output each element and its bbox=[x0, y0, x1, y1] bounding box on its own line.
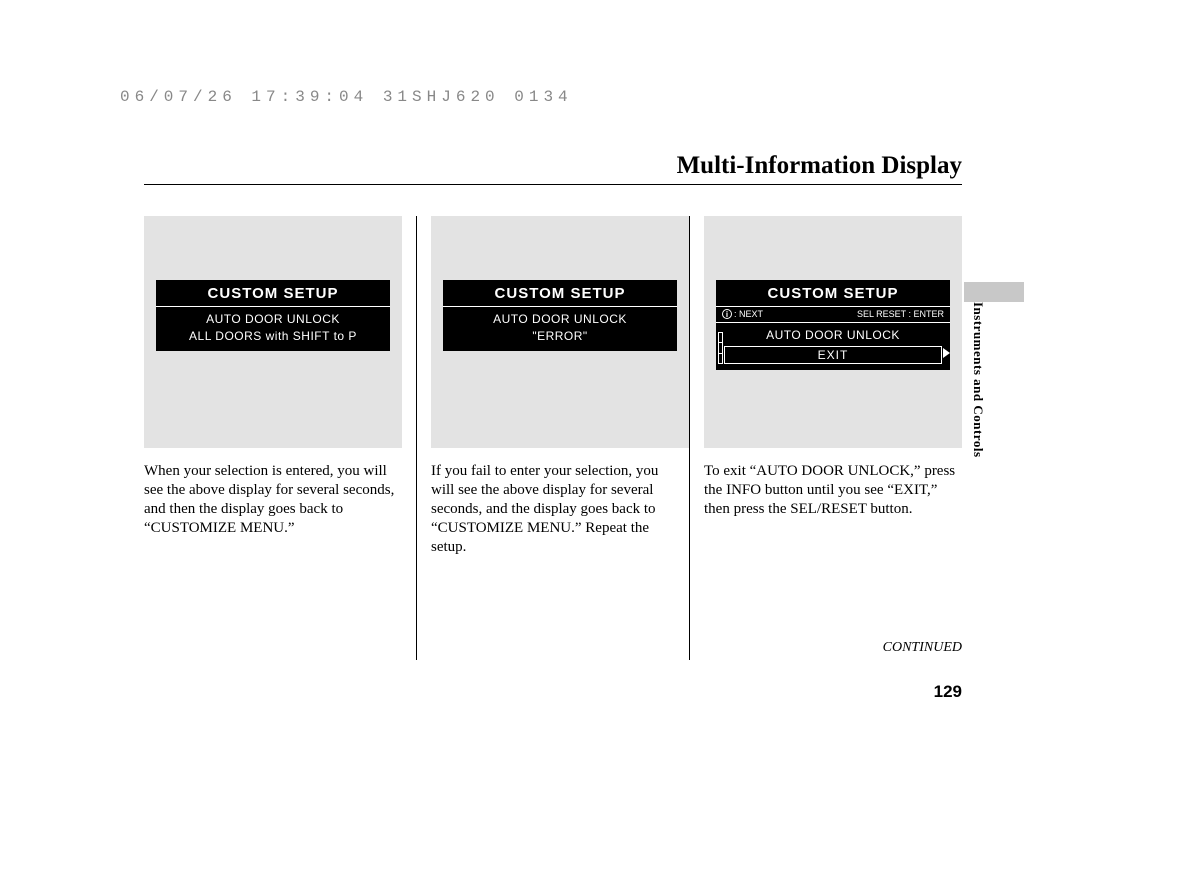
lcd-hint-right: SEL RESET : ENTER bbox=[857, 309, 944, 319]
content-columns: CUSTOM SETUP AUTO DOOR UNLOCK ALL DOORS … bbox=[144, 216, 962, 660]
display-panel-3: CUSTOM SETUP i: NEXT SEL RESET : ENTER A… bbox=[704, 216, 962, 448]
column-2: CUSTOM SETUP AUTO DOOR UNLOCK "ERROR" If… bbox=[417, 216, 689, 660]
caption-3: To exit “AUTO DOOR UNLOCK,” press the IN… bbox=[704, 462, 962, 519]
lcd-exit-option: EXIT bbox=[724, 346, 942, 364]
lcd-line: AUTO DOOR UNLOCK bbox=[156, 311, 390, 328]
header-timestamp: 06/07/26 17:39:04 31SHJ620 0134 bbox=[120, 88, 573, 106]
lcd-screen-2: CUSTOM SETUP AUTO DOOR UNLOCK "ERROR" bbox=[443, 280, 677, 351]
page-number: 129 bbox=[934, 682, 962, 702]
info-icon: i bbox=[722, 309, 732, 319]
section-label: Instruments and Controls bbox=[970, 302, 986, 458]
lcd-line: AUTO DOOR UNLOCK bbox=[716, 327, 950, 344]
continued-label: CONTINUED bbox=[883, 640, 962, 656]
column-1: CUSTOM SETUP AUTO DOOR UNLOCK ALL DOORS … bbox=[144, 216, 416, 660]
caption-1: When your selection is entered, you will… bbox=[144, 462, 402, 538]
page-title: Multi-Information Display bbox=[677, 152, 962, 180]
hint-left-text: : NEXT bbox=[734, 309, 763, 319]
scroll-indicator bbox=[718, 332, 723, 364]
lcd-hint-left: i: NEXT bbox=[722, 309, 763, 319]
lcd-title: CUSTOM SETUP bbox=[443, 280, 677, 307]
lcd-screen-1: CUSTOM SETUP AUTO DOOR UNLOCK ALL DOORS … bbox=[156, 280, 390, 351]
arrow-right-icon bbox=[943, 348, 950, 358]
lcd-title: CUSTOM SETUP bbox=[156, 280, 390, 307]
lcd-body: AUTO DOOR UNLOCK bbox=[716, 323, 950, 346]
lcd-screen-3: CUSTOM SETUP i: NEXT SEL RESET : ENTER A… bbox=[716, 280, 950, 370]
display-panel-1: CUSTOM SETUP AUTO DOOR UNLOCK ALL DOORS … bbox=[144, 216, 402, 448]
lcd-line: ALL DOORS with SHIFT to P bbox=[156, 328, 390, 345]
side-tab bbox=[964, 282, 1024, 302]
lcd-title: CUSTOM SETUP bbox=[716, 280, 950, 307]
title-rule bbox=[144, 184, 962, 185]
lcd-line: AUTO DOOR UNLOCK bbox=[443, 311, 677, 328]
lcd-hint-row: i: NEXT SEL RESET : ENTER bbox=[716, 307, 950, 323]
column-3: CUSTOM SETUP i: NEXT SEL RESET : ENTER A… bbox=[690, 216, 962, 660]
lcd-line: "ERROR" bbox=[443, 328, 677, 345]
lcd-body: AUTO DOOR UNLOCK ALL DOORS with SHIFT to… bbox=[156, 307, 390, 351]
lcd-exit-row: EXIT bbox=[716, 346, 950, 370]
display-panel-2: CUSTOM SETUP AUTO DOOR UNLOCK "ERROR" bbox=[431, 216, 689, 448]
lcd-body: AUTO DOOR UNLOCK "ERROR" bbox=[443, 307, 677, 351]
caption-2: If you fail to enter your selection, you… bbox=[431, 462, 675, 557]
